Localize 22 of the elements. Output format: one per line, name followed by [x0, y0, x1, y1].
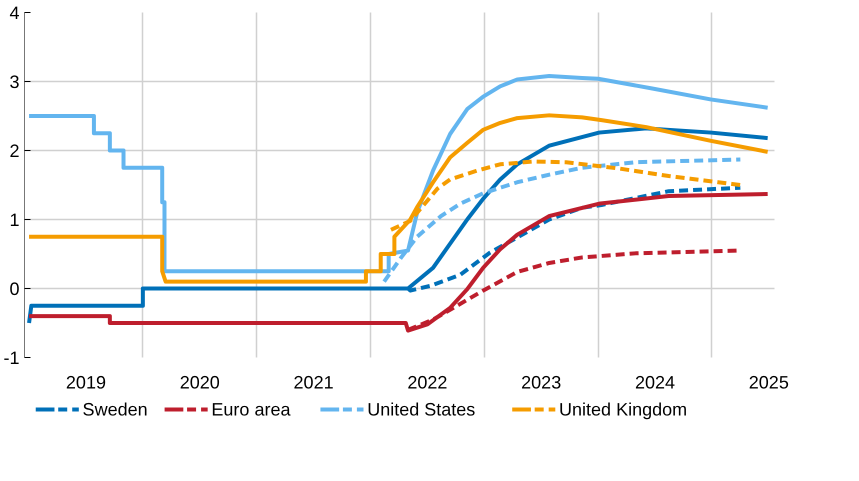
y-tick-label: 0 — [9, 279, 20, 299]
x-tick-label: 2020 — [180, 372, 220, 392]
x-tick-label: 2022 — [407, 372, 448, 392]
line-series — [27, 192, 770, 333]
x-tick-label: 2024 — [634, 372, 676, 392]
legend-label: United States — [367, 400, 476, 420]
y-tick-label: 2 — [9, 141, 20, 161]
x-tick-label: 2019 — [66, 372, 106, 392]
y-tick-label: 1 — [9, 210, 20, 230]
line-series — [27, 113, 770, 284]
legend-label: United Kingdom — [559, 400, 688, 420]
legend-label: Sweden — [82, 400, 148, 420]
x-tick-label: 2021 — [294, 372, 334, 392]
y-tick-label: 3 — [9, 72, 20, 92]
line-series — [388, 160, 742, 232]
legend-label: Euro area — [211, 400, 292, 420]
x-tick-label: 2025 — [748, 372, 789, 392]
line-series — [406, 186, 742, 293]
y-tick-label: 4 — [9, 3, 20, 23]
y-tick-label: -1 — [3, 348, 20, 368]
line-series — [27, 126, 770, 325]
x-tick-label: 2023 — [521, 372, 562, 392]
